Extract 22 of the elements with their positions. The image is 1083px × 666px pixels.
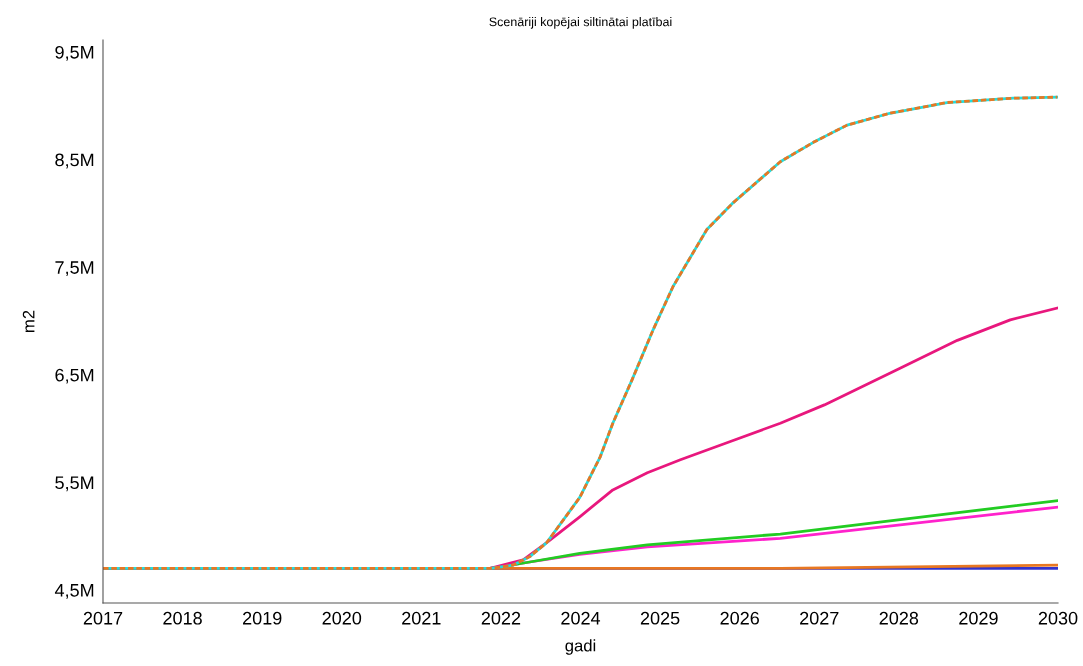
x-tick-label: 2022	[481, 611, 521, 625]
x-tick-label: 2030	[1038, 611, 1078, 625]
x-tick-label: 2029	[959, 611, 998, 625]
y-tick-label: 4,5M	[54, 584, 94, 599]
y-tick-label: 7,5M	[55, 261, 94, 277]
x-tick-label: 2021	[402, 611, 441, 625]
x-tick-label: 2024	[561, 611, 601, 625]
y-tick-label: 9,5M	[55, 45, 94, 61]
y-tick-label: 5,5M	[55, 476, 94, 492]
chart-title: Scenāriji kopējai siltinātai platībai	[489, 17, 672, 29]
x-tick-label: 2028	[879, 611, 919, 625]
y-axis-title: m2	[22, 310, 35, 332]
y-tick-label: 8,5M	[55, 153, 94, 169]
x-tick-label: 2019	[243, 611, 282, 625]
x-axis-title: gadi	[565, 639, 596, 655]
x-tick-label: 2025	[640, 611, 680, 625]
x-tick-label: 2027	[800, 611, 839, 625]
x-tick-label: 2026	[720, 611, 759, 625]
x-tick-label: 2017	[83, 611, 123, 625]
y-tick-label: 6,5M	[55, 368, 94, 384]
x-tick-label: 2018	[163, 611, 202, 625]
x-tick-label: 2020	[322, 611, 362, 625]
